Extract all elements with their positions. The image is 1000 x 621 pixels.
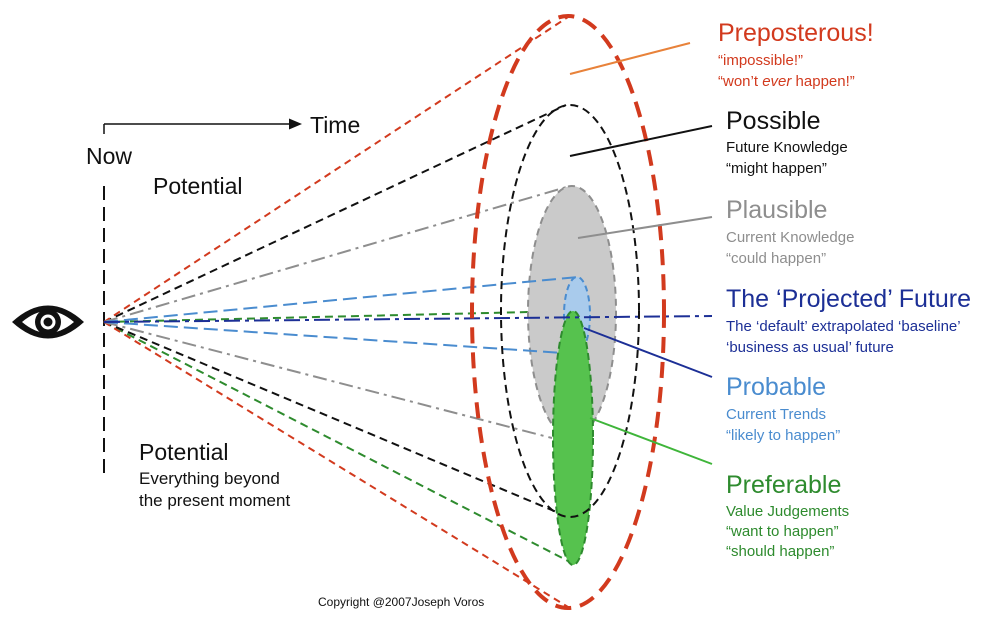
cone-line-probable-bottom [103,321,579,355]
time-label: Time [310,112,361,138]
plausible-title: Plausible [726,196,828,224]
preposterous-line2-pre: “won’t [718,73,763,90]
preferable-line2: “want to happen” [726,523,839,540]
possible-ellipse [500,104,640,518]
now-label: Now [86,143,133,169]
preposterous-line1: “impossible!” [718,52,804,69]
projected-line2: ‘business as usual’ future [726,339,894,356]
probable-title: Probable [726,373,827,401]
potential-bottom-title: Potential [139,439,229,465]
preferable-line3: “should happen” [726,543,835,560]
arrow-right-icon [103,118,302,134]
projected-line1: The ‘default’ extrapolated ‘baseline’ [726,318,961,335]
potential-top-label: Potential [153,173,243,199]
preferable-line1: Value Judgements [726,503,850,520]
cone-line-probable-top [103,276,579,323]
leader-probable [583,327,713,378]
preferable-title: Preferable [726,471,842,499]
plausible-line2: “could happen” [726,250,827,267]
preferable-ellipse [552,310,594,566]
preposterous-line2-em: ever [762,73,792,90]
possible-line2: “might happen” [726,160,827,177]
eye-icon [12,305,84,339]
leader-plausible [577,216,713,239]
cone-line-preposterous-bottom [103,321,569,608]
leader-preposterous [569,42,691,75]
preposterous-line2: “won’t ever happen!” [718,71,855,92]
leader-preferable [589,417,713,465]
cone-line-preposterous-top [103,16,569,323]
preposterous-title: Preposterous! [718,19,874,47]
probable-line2: “likely to happen” [726,427,841,444]
plausible-line1: Current Knowledge [726,229,855,246]
possible-line1: Future Knowledge [726,139,848,156]
leader-possible [569,125,713,157]
cone-line-preferable-top [103,310,573,323]
projected-title: The ‘Projected’ Future [726,285,972,313]
copyright-notice: Copyright @2007Joseph Voros [318,595,485,609]
preposterous-ellipse [470,14,666,610]
preposterous-line2-post: happen!” [791,73,855,90]
cone-line-preferable-bottom [103,321,573,564]
projected-future-line [103,315,713,323]
possible-title: Possible [726,107,821,135]
cone-line-possible-top [103,104,567,323]
cone-line-plausible-bottom [103,321,553,439]
potential-bottom-line1: Everything beyond [139,469,280,488]
potential-bottom-line2: the present moment [139,491,291,510]
probable-line1: Current Trends [726,406,827,423]
